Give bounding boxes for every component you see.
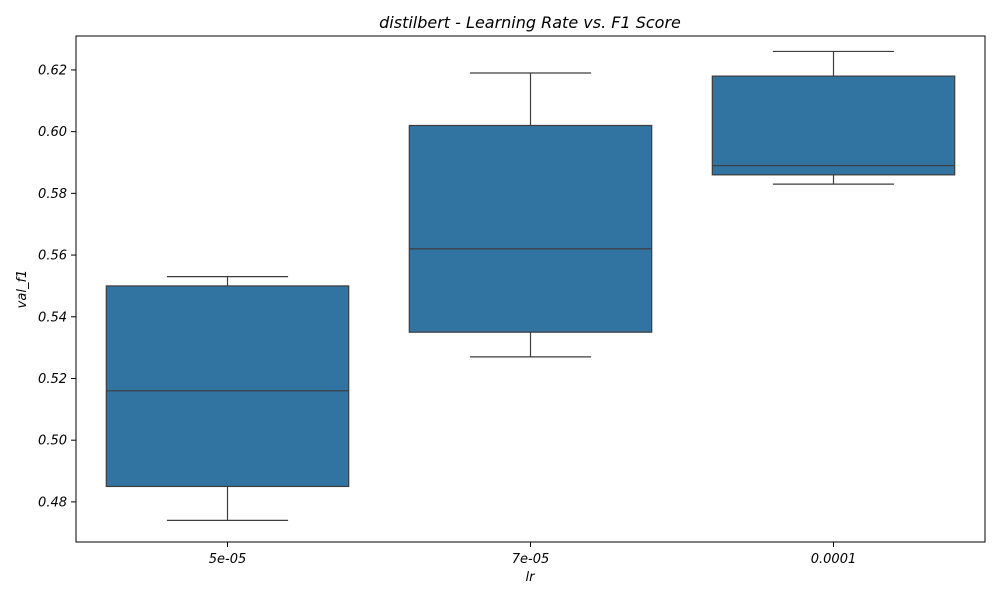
box-iqr xyxy=(105,285,350,488)
chart-title: distilbert - Learning Rate vs. F1 Score xyxy=(379,13,681,32)
y-tick-label: 0.56 xyxy=(38,249,67,264)
box-group-3 xyxy=(711,50,956,185)
y-tick-label: 0.58 xyxy=(38,187,67,202)
x-tick-label: 7e-05 xyxy=(512,552,550,567)
x-tick-label: 0.0001 xyxy=(811,552,857,567)
y-ticks: 0.48 0.50 0.52 0.54 0.56 0.58 0.60 0.62 xyxy=(38,63,76,510)
y-tick-label: 0.52 xyxy=(38,372,67,387)
boxes-layer xyxy=(105,50,956,522)
y-tick-label: 0.54 xyxy=(38,310,67,325)
y-tick-label: 0.50 xyxy=(38,434,67,449)
y-tick-label: 0.62 xyxy=(38,63,67,78)
y-tick-label: 0.60 xyxy=(38,125,67,140)
box-group-2 xyxy=(408,72,653,358)
x-axis-label: lr xyxy=(526,570,537,585)
x-ticks: 5e-05 7e-05 0.0001 xyxy=(209,542,857,567)
box-group-1 xyxy=(105,276,350,522)
box-iqr xyxy=(711,75,956,176)
y-axis-label: val_f1 xyxy=(15,270,30,309)
y-tick-label: 0.48 xyxy=(38,495,67,510)
x-tick-label: 5e-05 xyxy=(209,552,247,567)
box-iqr xyxy=(408,124,653,333)
